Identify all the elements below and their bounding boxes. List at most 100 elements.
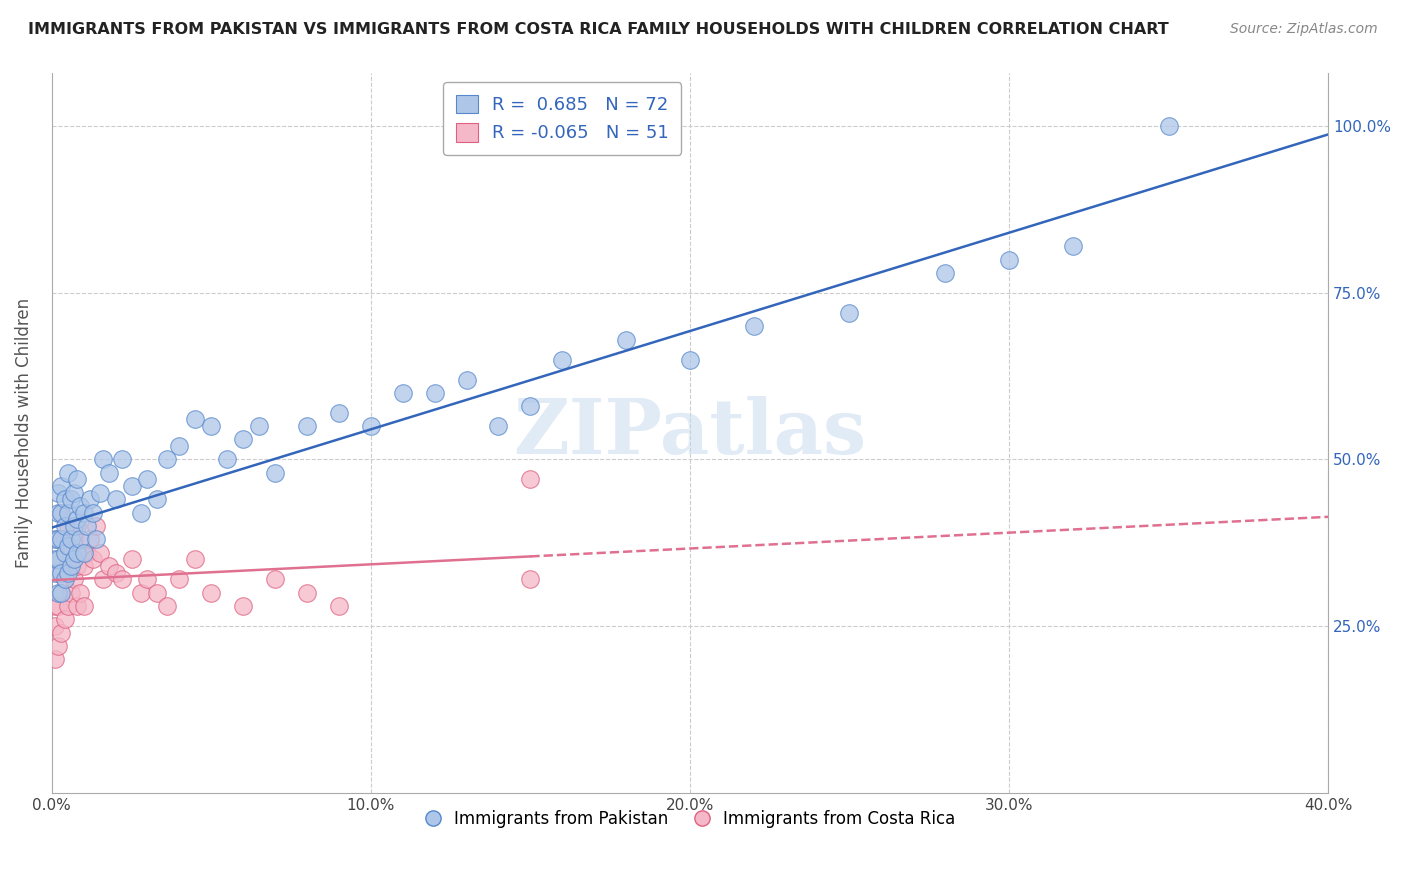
Point	[679, 352, 702, 367]
Point	[51, 506, 73, 520]
Point	[295, 419, 318, 434]
Point	[51, 552, 73, 566]
Point	[328, 599, 350, 613]
Point	[53, 492, 76, 507]
Point	[51, 479, 73, 493]
Point	[46, 586, 69, 600]
Point	[53, 533, 76, 547]
Point	[44, 552, 66, 566]
Point	[89, 485, 111, 500]
Point	[121, 479, 143, 493]
Point	[91, 573, 114, 587]
Point	[59, 546, 82, 560]
Point	[519, 473, 541, 487]
Point	[59, 559, 82, 574]
Point	[51, 506, 73, 520]
Point	[63, 573, 86, 587]
Point	[69, 586, 91, 600]
Point	[66, 512, 89, 526]
Point	[200, 419, 222, 434]
Point	[73, 546, 96, 560]
Point	[56, 466, 79, 480]
Point	[551, 352, 574, 367]
Point	[56, 559, 79, 574]
Point	[488, 419, 510, 434]
Point	[59, 533, 82, 547]
Point	[82, 506, 104, 520]
Point	[111, 452, 134, 467]
Point	[86, 519, 108, 533]
Point	[169, 439, 191, 453]
Y-axis label: Family Households with Children: Family Households with Children	[15, 298, 32, 568]
Point	[53, 573, 76, 587]
Point	[63, 519, 86, 533]
Point	[76, 519, 98, 533]
Point	[264, 466, 287, 480]
Point	[59, 492, 82, 507]
Point	[156, 452, 179, 467]
Point	[200, 586, 222, 600]
Point	[104, 566, 127, 580]
Point	[63, 552, 86, 566]
Point	[146, 586, 169, 600]
Point	[56, 506, 79, 520]
Point	[742, 319, 765, 334]
Point	[423, 385, 446, 400]
Point	[519, 573, 541, 587]
Point	[184, 552, 207, 566]
Point	[98, 559, 121, 574]
Point	[56, 599, 79, 613]
Point	[247, 419, 270, 434]
Point	[614, 333, 637, 347]
Point	[53, 612, 76, 626]
Point	[63, 533, 86, 547]
Point	[136, 473, 159, 487]
Point	[66, 559, 89, 574]
Point	[98, 466, 121, 480]
Point	[51, 586, 73, 600]
Point	[79, 533, 101, 547]
Point	[66, 473, 89, 487]
Point	[121, 552, 143, 566]
Point	[66, 599, 89, 613]
Point	[56, 519, 79, 533]
Point	[51, 586, 73, 600]
Point	[264, 573, 287, 587]
Point	[1157, 120, 1180, 134]
Point	[53, 519, 76, 533]
Point	[66, 519, 89, 533]
Point	[156, 599, 179, 613]
Point	[91, 452, 114, 467]
Legend: Immigrants from Pakistan, Immigrants from Costa Rica: Immigrants from Pakistan, Immigrants fro…	[418, 804, 962, 835]
Point	[46, 599, 69, 613]
Point	[217, 452, 239, 467]
Point	[73, 506, 96, 520]
Point	[46, 533, 69, 547]
Point	[1062, 239, 1084, 253]
Point	[51, 533, 73, 547]
Point	[146, 492, 169, 507]
Point	[232, 433, 254, 447]
Point	[56, 539, 79, 553]
Point	[129, 586, 152, 600]
Point	[129, 506, 152, 520]
Point	[184, 412, 207, 426]
Text: Source: ZipAtlas.com: Source: ZipAtlas.com	[1230, 22, 1378, 37]
Point	[73, 599, 96, 613]
Point	[456, 372, 478, 386]
Point	[82, 552, 104, 566]
Point	[838, 306, 860, 320]
Point	[998, 252, 1021, 267]
Point	[86, 533, 108, 547]
Point	[69, 499, 91, 513]
Point	[519, 399, 541, 413]
Point	[46, 485, 69, 500]
Point	[44, 599, 66, 613]
Point	[169, 573, 191, 587]
Point	[53, 573, 76, 587]
Point	[328, 406, 350, 420]
Point	[295, 586, 318, 600]
Point	[44, 652, 66, 666]
Point	[44, 619, 66, 633]
Point	[44, 533, 66, 547]
